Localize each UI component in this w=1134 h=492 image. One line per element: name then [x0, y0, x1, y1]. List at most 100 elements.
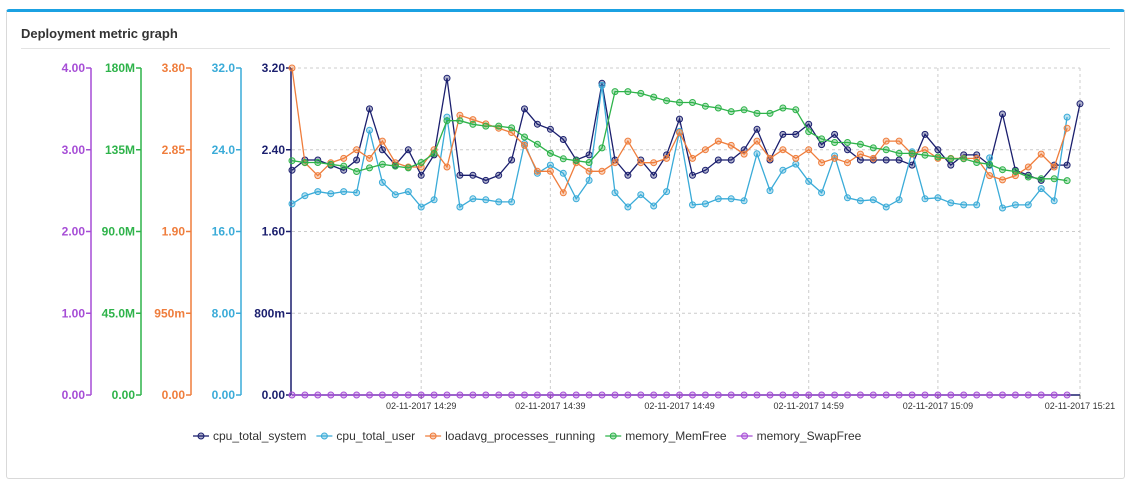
- data-point: [895, 156, 903, 164]
- data-point: [482, 196, 490, 204]
- data-point: [934, 153, 942, 161]
- data-point: [999, 110, 1006, 118]
- data-point: [934, 391, 942, 399]
- data-point: [443, 391, 451, 399]
- data-point: [986, 391, 994, 399]
- data-point: [301, 192, 309, 200]
- y-tick-label: 800m: [254, 306, 285, 320]
- data-point: [546, 167, 554, 175]
- data-point: [340, 391, 348, 399]
- data-point: [856, 156, 864, 164]
- data-point: [508, 124, 516, 132]
- data-point: [986, 172, 994, 180]
- y-tick-label: 1.90: [162, 225, 186, 239]
- data-point: [650, 93, 658, 101]
- data-point: [546, 149, 554, 157]
- data-point: [559, 189, 567, 197]
- data-point: [818, 141, 826, 149]
- data-point: [766, 109, 774, 117]
- y-tick-label: 950m: [154, 306, 185, 320]
- data-point: [882, 156, 890, 164]
- data-point: [844, 391, 851, 399]
- data-point: [637, 159, 645, 167]
- data-point: [1011, 201, 1019, 209]
- data-point: [314, 159, 322, 166]
- series-memory_SwapFree: [288, 391, 1071, 399]
- data-point: [792, 130, 800, 138]
- data-point: [792, 154, 800, 162]
- series-memory_MemFree: [288, 88, 1071, 185]
- data-point: [327, 391, 335, 399]
- data-point: [430, 196, 438, 204]
- data-point: [921, 130, 929, 138]
- data-point: [650, 202, 658, 210]
- data-point: [818, 159, 826, 167]
- data-point: [999, 166, 1006, 174]
- data-point: [430, 391, 438, 399]
- data-point: [689, 99, 696, 106]
- data-point: [624, 88, 632, 96]
- data-point: [895, 137, 903, 145]
- data-point: [559, 169, 567, 177]
- data-point: [624, 203, 632, 211]
- data-point: [986, 160, 994, 168]
- y-tick-label: 2.00: [62, 225, 86, 239]
- data-point: [559, 391, 567, 399]
- data-point: [353, 168, 361, 175]
- data-point: [779, 391, 787, 399]
- data-point: [908, 391, 916, 399]
- data-point: [1011, 391, 1019, 399]
- y-tick-label: 45.0M: [102, 306, 135, 320]
- data-point: [482, 122, 490, 130]
- data-point: [353, 189, 361, 197]
- y-tick-label: 32.0: [212, 61, 236, 75]
- data-point: [727, 141, 735, 149]
- data-point: [482, 176, 490, 184]
- data-point: [960, 201, 968, 209]
- x-tick-label: 02-11-2017 14:39: [515, 401, 585, 411]
- legend-item: memory_SwapFree: [736, 429, 862, 443]
- data-point: [469, 116, 477, 124]
- data-point: [856, 140, 864, 148]
- data-point: [882, 391, 890, 399]
- data-point: [611, 391, 619, 399]
- data-point: [831, 139, 839, 146]
- data-point: [818, 135, 826, 143]
- data-point: [934, 146, 942, 154]
- data-point: [585, 176, 593, 184]
- data-point: [572, 157, 580, 165]
- data-point: [921, 391, 929, 399]
- data-point: [469, 391, 477, 399]
- data-point: [663, 188, 671, 196]
- data-point: [417, 171, 425, 179]
- y-tick-label: 0.00: [262, 388, 286, 402]
- data-point: [934, 194, 942, 202]
- data-point: [637, 391, 645, 399]
- data-point: [947, 161, 955, 169]
- data-point: [301, 391, 309, 399]
- data-point: [624, 391, 632, 399]
- data-point: [753, 150, 761, 158]
- data-point: [366, 164, 373, 172]
- data-point: [495, 122, 503, 130]
- data-point: [624, 171, 632, 179]
- legend-swatch-marker: [609, 432, 617, 440]
- data-point: [611, 88, 619, 96]
- y-tick-label: 16.0: [212, 225, 236, 239]
- data-point: [805, 146, 813, 154]
- data-point: [598, 391, 606, 399]
- data-point: [779, 104, 787, 112]
- data-point: [521, 105, 528, 113]
- data-point: [1024, 173, 1032, 181]
- data-point: [831, 154, 839, 162]
- y-tick-label: 4.00: [62, 61, 86, 75]
- data-point: [353, 391, 361, 399]
- data-point: [740, 150, 748, 158]
- data-point: [818, 391, 826, 399]
- data-point: [366, 154, 373, 162]
- data-point: [391, 391, 399, 399]
- data-point: [792, 106, 800, 114]
- data-point: [882, 203, 890, 211]
- data-point: [378, 391, 386, 399]
- data-point: [508, 391, 516, 399]
